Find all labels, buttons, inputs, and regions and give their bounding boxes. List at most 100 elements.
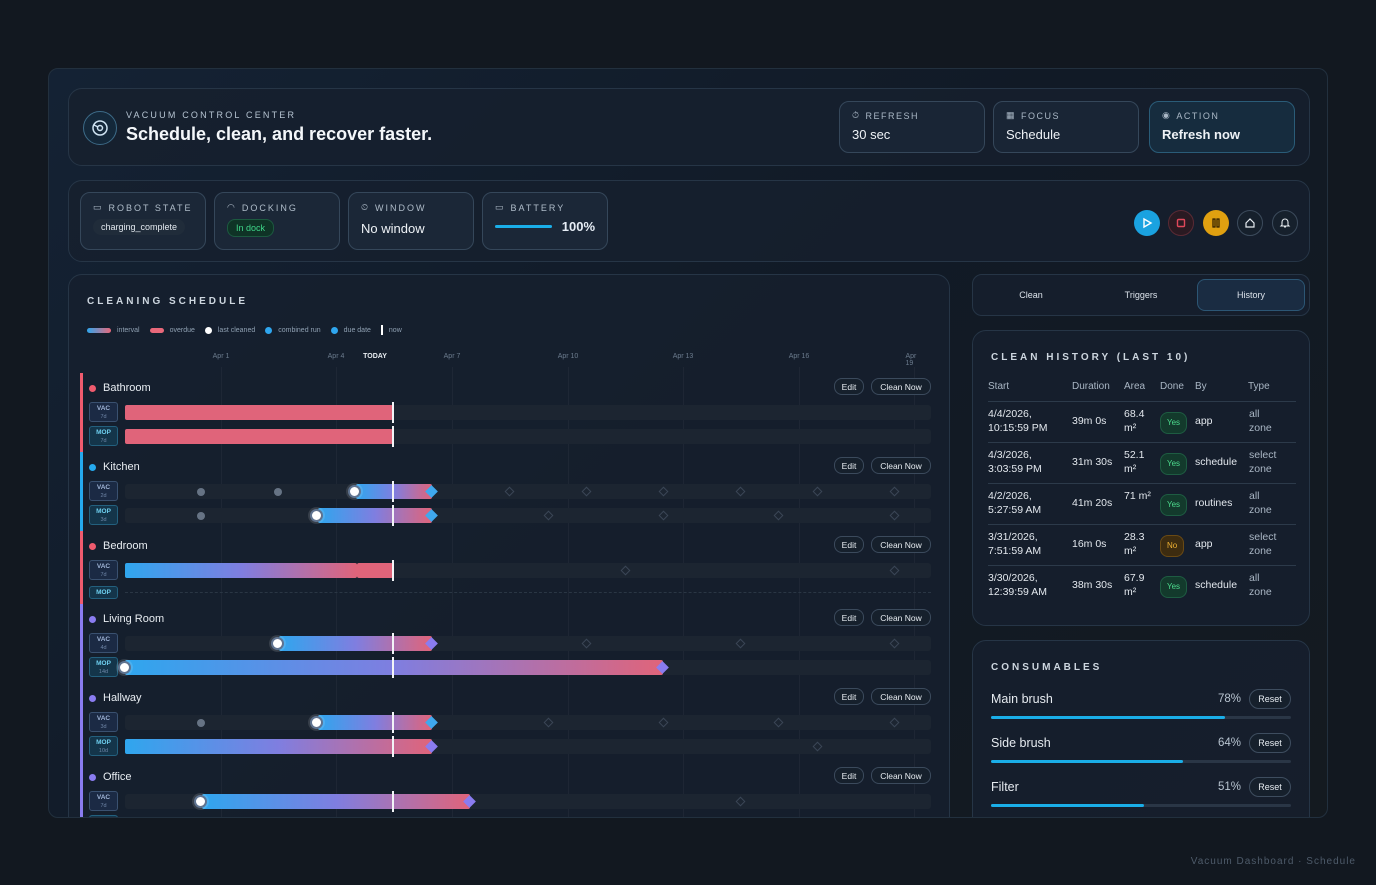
- last-cleaned-marker[interactable]: [194, 795, 207, 808]
- clean-now-button[interactable]: Clean Now: [871, 688, 931, 705]
- pause-button[interactable]: [1203, 210, 1229, 236]
- schedule-legend: interval overdue last cleaned combined r…: [87, 325, 402, 335]
- duration: 16m 0s: [1072, 538, 1107, 550]
- now-marker: [392, 505, 394, 526]
- consumable-percent: 64%: [1217, 737, 1241, 749]
- footer-text: Vacuum Dashboard · Schedule: [1190, 856, 1356, 867]
- start-time: 5:27:59 AM: [988, 504, 1042, 516]
- history-row: 4/4/2026, 10:15:59 PM 39m 0s 68.4 m² Yes app al…: [988, 401, 1296, 442]
- edit-button[interactable]: Edit: [834, 457, 864, 474]
- vac-lane: [125, 791, 931, 812]
- locate-button[interactable]: [1272, 210, 1298, 236]
- clean-now-button[interactable]: Clean Now: [871, 457, 931, 474]
- tick-label: Apr 16: [788, 353, 810, 360]
- interval-bar: [202, 794, 470, 809]
- action-value: Refresh now: [1162, 127, 1241, 142]
- focus-box[interactable]: ▦ FOCUS Schedule: [993, 101, 1139, 153]
- mop-tag: MOP 14d: [89, 657, 118, 677]
- clean-now-button[interactable]: Clean Now: [871, 609, 931, 626]
- triggered-by: schedule: [1195, 579, 1238, 591]
- mop-lane: [125, 736, 931, 757]
- last-cleaned-marker[interactable]: [348, 485, 361, 498]
- robot-icon: ▭: [93, 202, 104, 212]
- now-marker: [392, 736, 394, 757]
- start-button[interactable]: [1134, 210, 1160, 236]
- clean-now-button[interactable]: Clean Now: [871, 536, 931, 553]
- last-cleaned-marker[interactable]: [310, 509, 323, 522]
- now-marker: [392, 791, 394, 812]
- area-unit: m²: [1124, 586, 1137, 598]
- interval-bar: [125, 739, 432, 754]
- col-type: Type: [1248, 381, 1270, 392]
- area: 28.3: [1124, 531, 1145, 543]
- tick-label: Apr 13: [672, 353, 694, 360]
- col-start: Start: [988, 381, 1010, 392]
- interval-bar: [356, 484, 432, 499]
- vac-lane: [125, 560, 931, 581]
- duration: 41m 20s: [1072, 497, 1113, 509]
- col-by: By: [1195, 381, 1207, 392]
- overdue-bar: [357, 563, 393, 578]
- last-cleaned-marker[interactable]: [310, 716, 323, 729]
- battery-label: BATTERY: [510, 202, 566, 213]
- history-title: CLEAN HISTORY (LAST 10): [991, 352, 1191, 363]
- edit-button[interactable]: Edit: [834, 609, 864, 626]
- window-box: ⏲ WINDOW No window: [348, 192, 474, 250]
- legend-combined-run: combined run: [278, 326, 321, 334]
- done-badge: Yes: [1160, 412, 1188, 434]
- tab-history[interactable]: History: [1197, 279, 1305, 311]
- window-label: WINDOW: [375, 202, 427, 213]
- vac-tag: VAC 7d: [89, 402, 118, 422]
- tick-label: Apr 10: [557, 353, 579, 360]
- consumable-row: Main brush 78% Reset: [991, 689, 1291, 722]
- last-cleaned-marker[interactable]: [118, 661, 131, 674]
- clean-type: all: [1249, 490, 1260, 502]
- window-value: No window: [361, 221, 425, 236]
- clean-type-zone: zone: [1249, 422, 1272, 434]
- consumable-progress: [991, 716, 1291, 719]
- tab-triggers[interactable]: Triggers: [1124, 290, 1158, 300]
- reset-button[interactable]: Reset: [1249, 689, 1291, 709]
- last-cleaned-marker[interactable]: [271, 637, 284, 650]
- edit-button[interactable]: Edit: [834, 378, 864, 395]
- dashboard-window: VACUUM CONTROL CENTER Schedule, clean, a…: [48, 68, 1328, 818]
- docking-label: DOCKING: [241, 202, 298, 213]
- refresh-now-button[interactable]: ◉ ACTION Refresh now: [1149, 101, 1295, 153]
- tick-label-today: TODAY: [363, 353, 387, 360]
- header-card: VACUUM CONTROL CENTER Schedule, clean, a…: [68, 88, 1310, 166]
- now-marker: [392, 712, 394, 733]
- start-time: 12:39:59 AM: [988, 586, 1047, 598]
- triggered-by: routines: [1195, 497, 1233, 509]
- start-date: 3/30/2026,: [988, 572, 1038, 584]
- area: 71 m²: [1124, 490, 1151, 502]
- gauge-icon: ◠: [227, 202, 237, 212]
- room-row-office: Office Edit Clean Now VAC 7d: [80, 762, 938, 817]
- room-dot: [89, 384, 96, 392]
- play-icon: [1143, 217, 1153, 229]
- schedule-title: CLEANING SCHEDULE: [87, 296, 249, 307]
- tab-clean[interactable]: Clean: [1019, 290, 1043, 300]
- interval-bar: [125, 660, 663, 675]
- edit-button[interactable]: Edit: [834, 536, 864, 553]
- mop-tag: MOP 10d: [89, 736, 118, 756]
- refresh-box[interactable]: ⏱ REFRESH 30 sec: [839, 101, 985, 153]
- room-name: Hallway: [103, 692, 142, 704]
- reset-button[interactable]: Reset: [1249, 777, 1291, 797]
- stop-button[interactable]: [1168, 210, 1194, 236]
- tick-label: Apr 7: [443, 353, 461, 360]
- clean-now-button[interactable]: Clean Now: [871, 767, 931, 784]
- duration: 38m 30s: [1072, 579, 1113, 591]
- reset-button[interactable]: Reset: [1249, 733, 1291, 753]
- consumable-row: Side brush 64% Reset: [991, 733, 1291, 766]
- interval-bar: [318, 715, 432, 730]
- mop-tag: [89, 815, 118, 817]
- mop-tag: MOP 3d: [89, 505, 118, 525]
- edit-button[interactable]: Edit: [834, 767, 864, 784]
- clean-now-button[interactable]: Clean Now: [871, 378, 931, 395]
- room-row-hallway: Hallway Edit Clean Now VAC 3d MOP 10d: [80, 683, 938, 764]
- consumable-progress: [991, 804, 1291, 807]
- dock-button[interactable]: [1237, 210, 1263, 236]
- edit-button[interactable]: Edit: [834, 688, 864, 705]
- clean-type-zone: zone: [1249, 463, 1272, 475]
- now-marker: [392, 481, 394, 502]
